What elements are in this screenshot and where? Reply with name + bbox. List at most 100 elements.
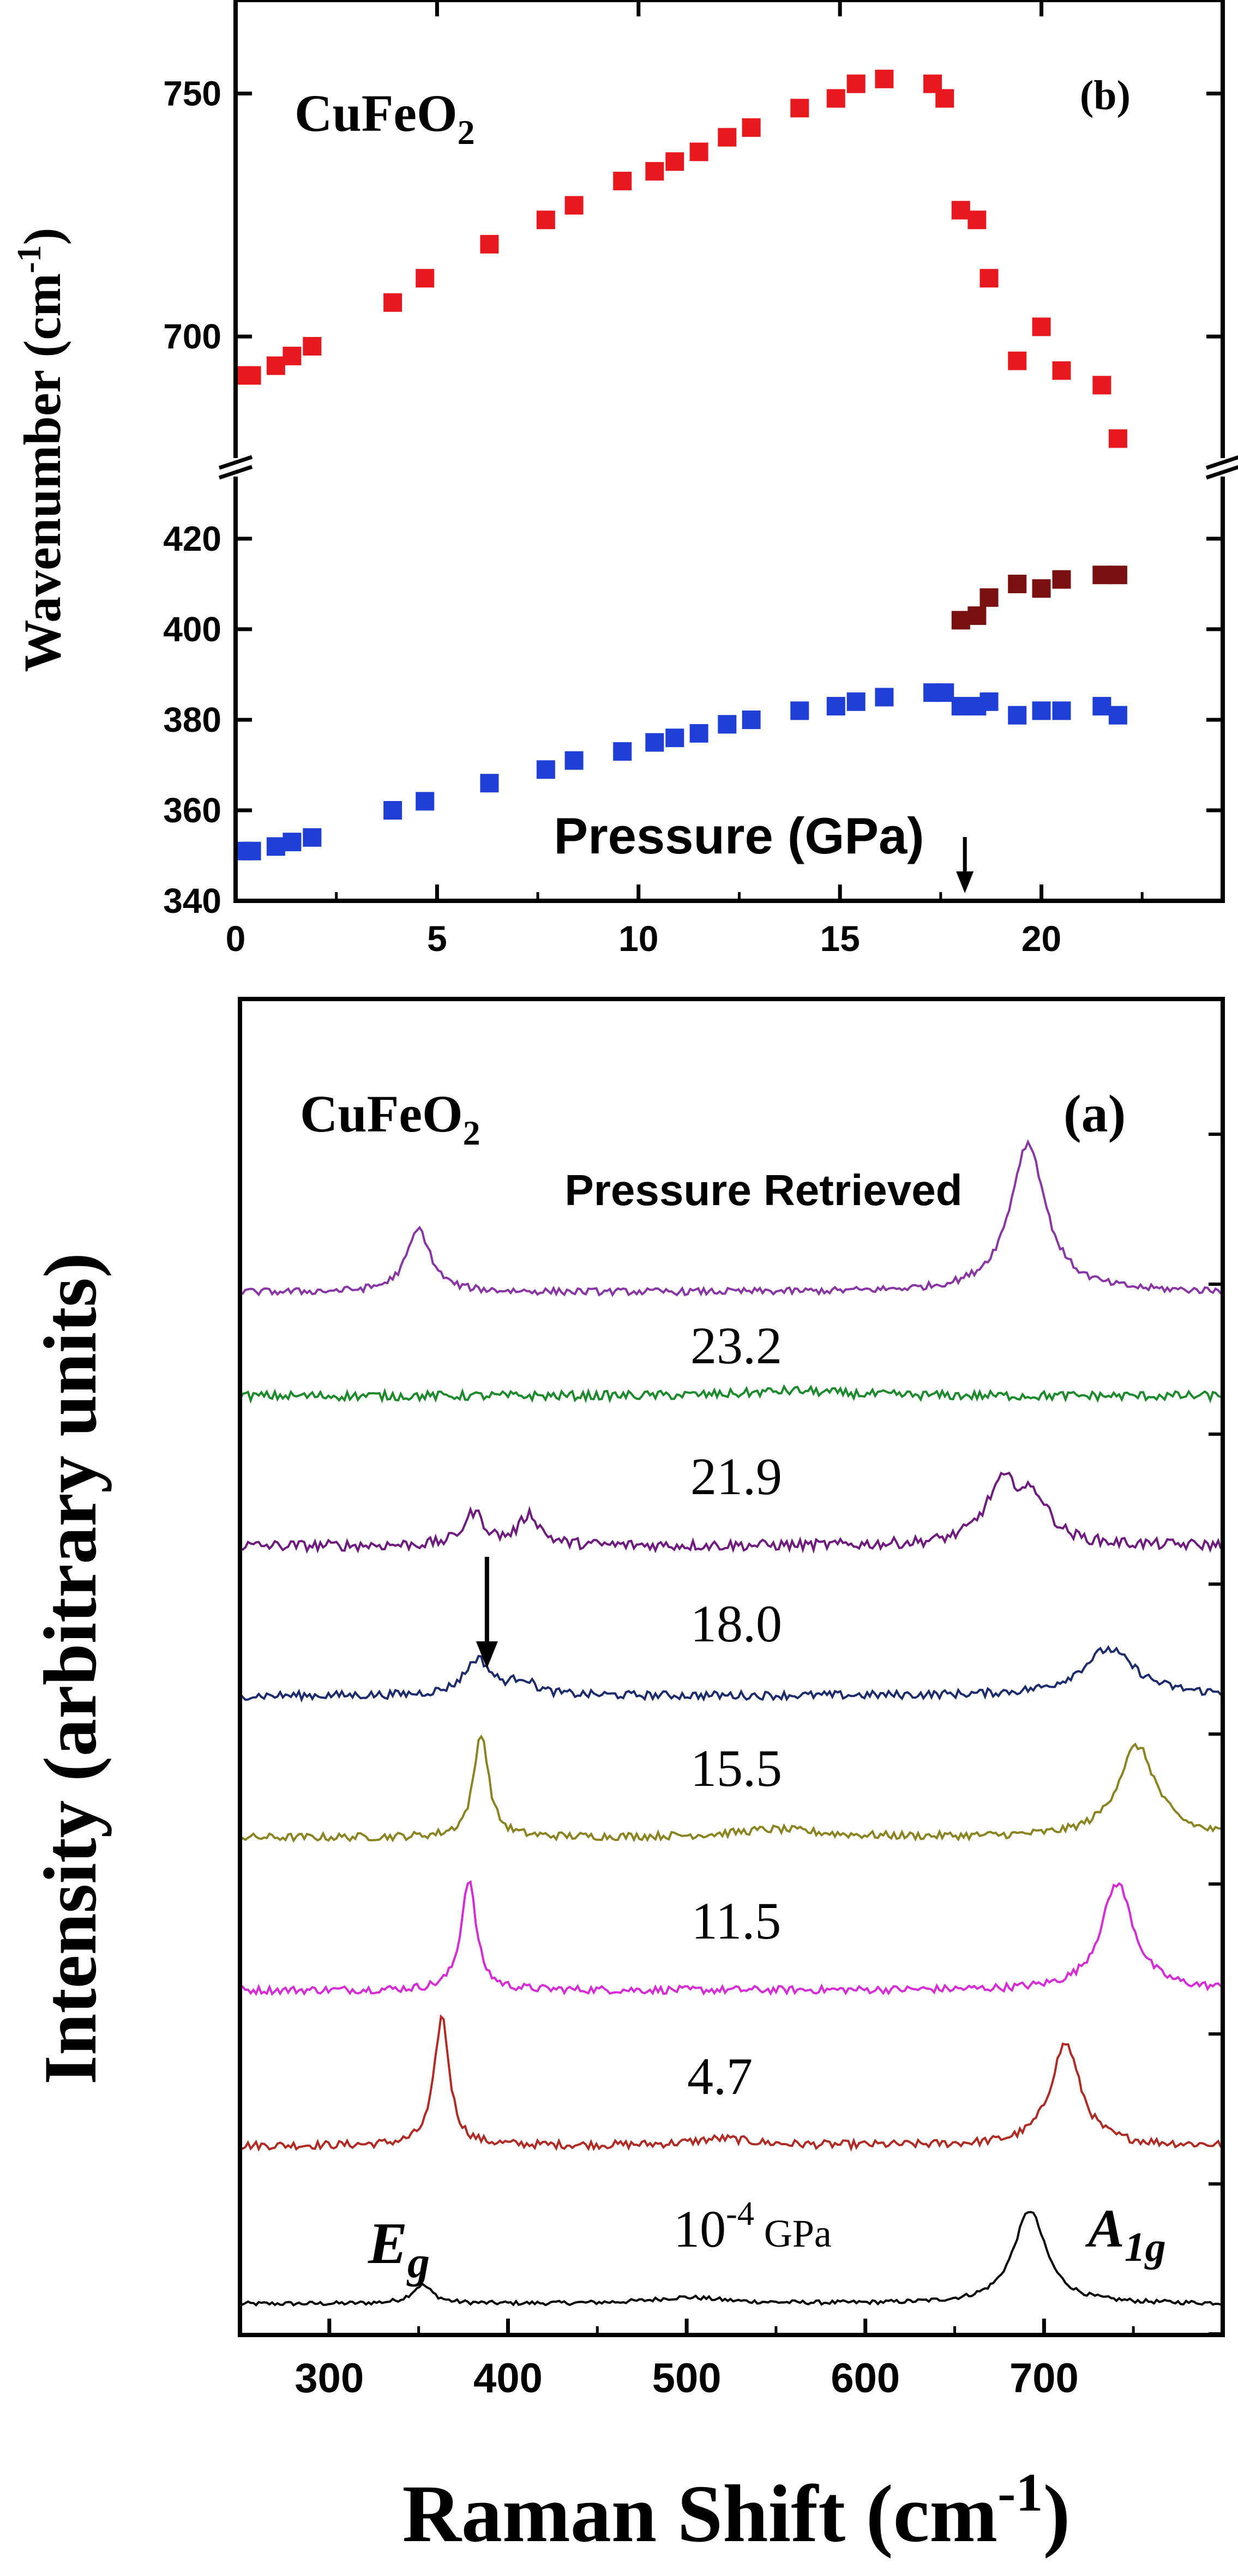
eg-mode-label: Eg <box>368 2211 430 2287</box>
a-x-tick-label: 300 <box>295 2355 364 2402</box>
a-arrow-head <box>476 1641 498 1669</box>
b-data-point <box>283 833 302 852</box>
b-data-point <box>967 210 987 230</box>
b-data-point <box>1092 376 1111 395</box>
b-x-tick-label: 15 <box>820 918 860 959</box>
panel-b-frame <box>233 0 1225 903</box>
spectrum-15.5 <box>239 1734 1222 1843</box>
b-marks <box>234 69 1127 860</box>
b-data-point <box>564 751 584 770</box>
spectrum-label: Pressure Retrieved <box>564 1166 962 1214</box>
b-y-tick-label: 400 <box>163 610 221 649</box>
spectrum-11.5 <box>239 1880 1222 1996</box>
spectrum-label: 11.5 <box>692 1892 781 1950</box>
a1g-mode-label: A1g <box>1085 2198 1166 2270</box>
b-data-point <box>480 234 499 254</box>
spectrum-label: 4.7 <box>687 2047 753 2105</box>
b-data-point <box>826 89 845 108</box>
b-y-tick-label: 420 <box>163 519 221 558</box>
a-y-axis-title: Intensity (arbitrary units) <box>28 1253 112 2085</box>
b-compound-label: CuFeO2 <box>295 84 475 152</box>
b-data-point <box>790 99 809 118</box>
spectrum-label: 23.2 <box>690 1316 782 1375</box>
b-x-tick-label: 20 <box>1021 918 1061 959</box>
spectrum-4.7 <box>239 2014 1222 2152</box>
spectrum-pressure-retrieved <box>239 1139 1222 1297</box>
b-data-point <box>875 688 894 707</box>
b-data-point <box>416 269 435 288</box>
b-panel-label: (b) <box>1080 73 1131 118</box>
a-compound-label: CuFeO2 <box>300 1085 480 1152</box>
b-data-point <box>1008 351 1027 370</box>
a-x-tick-label: 500 <box>652 2355 722 2402</box>
b-data-point <box>1108 429 1127 448</box>
b-data-point <box>1008 574 1027 593</box>
b-data-point <box>536 760 555 779</box>
b-data-point <box>718 715 737 734</box>
a-x-tick-label: 600 <box>831 2355 900 2402</box>
b-series-1 <box>234 683 1127 860</box>
b-data-point <box>951 611 970 630</box>
b-data-point <box>303 828 322 847</box>
b-data-point <box>383 293 402 312</box>
b-data-point <box>742 118 761 137</box>
b-data-point <box>689 724 708 743</box>
b-data-point <box>613 171 632 190</box>
b-data-point <box>536 210 555 230</box>
axis-break-left <box>218 455 253 480</box>
b-data-point <box>1052 570 1071 589</box>
a-raman-arrow <box>476 1557 498 1669</box>
b-data-point <box>875 69 894 88</box>
b-data-point <box>266 356 285 375</box>
b-data-point <box>1052 701 1071 720</box>
spectrum-10-4-gpa <box>239 2211 1222 2307</box>
b-data-point <box>951 697 970 716</box>
b-data-point <box>979 692 999 711</box>
b-data-point <box>1052 361 1071 380</box>
b-data-point <box>1032 579 1051 598</box>
spectrum-18.0 <box>239 1645 1222 1703</box>
b-y-tick-label: 700 <box>163 317 221 356</box>
a-x-tick-label: 700 <box>1009 2355 1079 2402</box>
a-x-tick-label: 400 <box>473 2355 543 2402</box>
panel-a-frame <box>238 997 1225 2337</box>
b-y-tick-label: 750 <box>163 74 221 113</box>
b-data-point <box>935 89 954 108</box>
b-data-point <box>846 692 866 711</box>
b-data-point <box>1092 565 1111 585</box>
b-y-tick-label: 360 <box>163 791 221 830</box>
a-spectrum-labels: 10-4 GPa 4.7 11.5 15.5 18.0 21.9 23.2 Pressure … <box>564 1166 962 2258</box>
b-data-point <box>613 742 632 761</box>
panel-b: 0 5 10 15 20 700 750 340 360 380 400 420 CuFeO2 (b)… <box>11 0 1238 959</box>
b-y-tick-label: 340 <box>163 881 221 920</box>
b-x-tick-label: 10 <box>618 918 658 959</box>
b-data-point <box>242 366 261 385</box>
panel-a: 300 400 500 600 700 10-4 GPa 4.7 11.5 15.5 18.0 2… <box>28 997 1225 2559</box>
b-data-point <box>564 196 584 215</box>
b-data-point <box>283 346 302 365</box>
b-data-point <box>645 162 664 181</box>
b-data-point <box>416 792 435 811</box>
b-y-axis-title: Wavenumber (cm-1) <box>11 227 71 672</box>
b-data-point <box>1108 706 1127 725</box>
a-x-axis-title: Raman Shift (cm-1) <box>402 2462 1071 2559</box>
b-series-2 <box>951 565 1127 630</box>
b-x-axis-title: Pressure (GPa) <box>554 807 924 864</box>
b-data-point <box>951 201 970 220</box>
b-data-point <box>645 733 664 752</box>
b-data-point <box>480 774 499 793</box>
b-data-point <box>665 152 684 171</box>
b-data-point <box>1008 706 1027 725</box>
spectrum-label: 15.5 <box>690 1739 782 1797</box>
b-data-point <box>665 729 684 748</box>
spectrum-label: 21.9 <box>690 1447 782 1506</box>
b-data-point <box>383 801 402 820</box>
b-data-point <box>266 837 285 856</box>
b-x-tick-label: 0 <box>226 918 246 959</box>
b-x-tick-label: 5 <box>427 918 447 959</box>
b-data-point <box>846 74 866 93</box>
b-arrow-head <box>956 871 974 893</box>
b-data-point <box>1032 701 1051 720</box>
b-data-point <box>718 128 737 147</box>
